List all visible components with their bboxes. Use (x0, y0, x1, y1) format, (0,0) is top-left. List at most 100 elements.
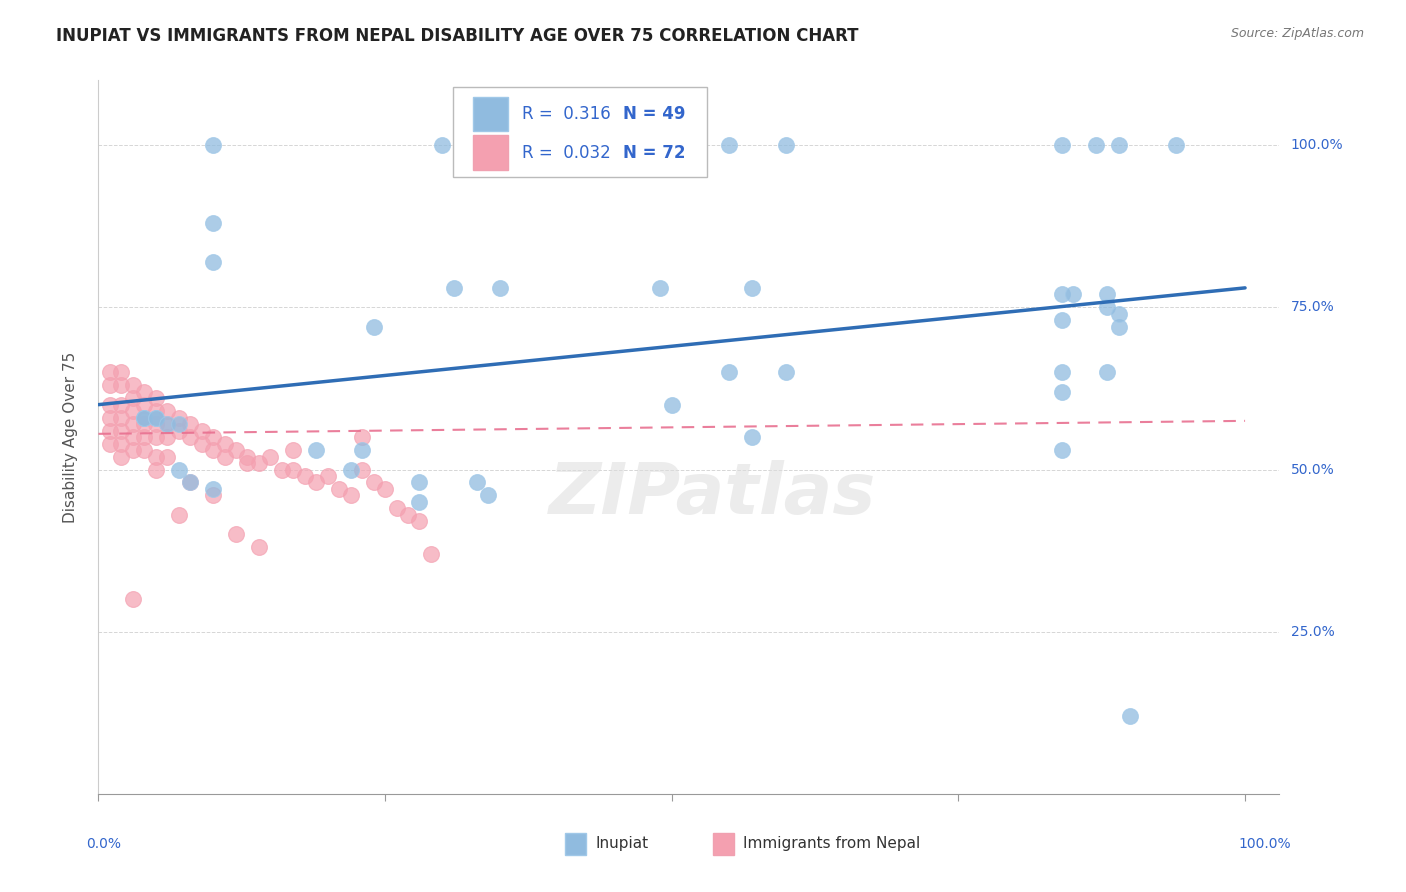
Point (1097, 287, 1119, 301)
Point (134, 443, 156, 458)
Point (283, 462, 305, 476)
Point (167, 424, 190, 438)
Point (661, 398, 683, 412)
Text: 50.0%: 50.0% (1291, 463, 1334, 476)
Point (110, 424, 132, 438)
Point (352, 443, 374, 458)
Point (134, 417, 156, 431)
Point (408, 495, 430, 509)
Text: ZIPatlas: ZIPatlas (548, 459, 876, 529)
Text: R =  0.032: R = 0.032 (523, 144, 612, 161)
Point (374, 482, 396, 496)
Point (1097, 301, 1119, 315)
FancyBboxPatch shape (472, 136, 508, 169)
Text: R =  0.316: R = 0.316 (523, 105, 612, 123)
Point (110, 436, 132, 450)
Point (179, 475, 201, 490)
Point (179, 475, 201, 490)
Point (305, 443, 328, 458)
Point (363, 475, 385, 490)
Point (1119, 709, 1142, 723)
Point (363, 319, 385, 334)
Point (167, 417, 190, 431)
Point (741, 281, 763, 295)
Point (156, 430, 179, 444)
Point (316, 469, 339, 483)
Text: Inupiat: Inupiat (596, 837, 648, 851)
Point (352, 462, 374, 476)
Text: 25.0%: 25.0% (1291, 624, 1334, 639)
Text: 100.0%: 100.0% (1239, 837, 1291, 851)
Point (1050, 313, 1073, 327)
Point (1050, 287, 1073, 301)
Point (775, 138, 797, 153)
Point (1108, 319, 1130, 334)
Text: N = 49: N = 49 (623, 105, 685, 123)
FancyBboxPatch shape (713, 833, 734, 855)
Point (432, 138, 454, 153)
Point (134, 410, 156, 425)
Point (110, 450, 132, 464)
Text: Source: ZipAtlas.com: Source: ZipAtlas.com (1230, 27, 1364, 40)
Point (305, 475, 328, 490)
Point (156, 450, 179, 464)
Point (156, 404, 179, 418)
Point (110, 398, 132, 412)
Point (1050, 384, 1073, 399)
Point (420, 547, 443, 561)
Point (167, 508, 190, 522)
Point (465, 138, 488, 153)
Point (225, 443, 247, 458)
Point (294, 469, 316, 483)
Point (110, 365, 132, 379)
Point (110, 378, 132, 392)
Text: Immigrants from Nepal: Immigrants from Nepal (744, 837, 921, 851)
Point (121, 592, 143, 607)
Point (741, 430, 763, 444)
Text: 100.0%: 100.0% (1291, 138, 1343, 153)
Point (98, 378, 121, 392)
Point (718, 365, 741, 379)
Point (98, 410, 121, 425)
Point (145, 462, 167, 476)
Point (134, 410, 156, 425)
Text: N = 72: N = 72 (623, 144, 685, 161)
Point (134, 398, 156, 412)
Text: 75.0%: 75.0% (1291, 301, 1334, 314)
Point (134, 384, 156, 399)
Point (214, 450, 236, 464)
Point (179, 430, 201, 444)
Point (1108, 138, 1130, 153)
Point (225, 527, 247, 541)
Point (167, 410, 190, 425)
Point (396, 508, 419, 522)
Point (202, 216, 225, 230)
Point (214, 436, 236, 450)
Point (98, 424, 121, 438)
Point (247, 541, 270, 555)
Point (259, 450, 281, 464)
Point (121, 443, 143, 458)
Point (156, 417, 179, 431)
Point (145, 450, 167, 464)
Point (202, 443, 225, 458)
Point (775, 365, 797, 379)
Point (1097, 365, 1119, 379)
Point (145, 410, 167, 425)
Point (134, 430, 156, 444)
Point (190, 424, 212, 438)
Point (477, 488, 499, 502)
Point (156, 417, 179, 431)
Point (339, 488, 361, 502)
Point (121, 417, 143, 431)
Point (167, 462, 190, 476)
Point (202, 138, 225, 153)
Point (145, 417, 167, 431)
Text: INUPIAT VS IMMIGRANTS FROM NEPAL DISABILITY AGE OVER 75 CORRELATION CHART: INUPIAT VS IMMIGRANTS FROM NEPAL DISABIL… (56, 27, 859, 45)
Point (236, 450, 259, 464)
Point (1050, 443, 1073, 458)
Point (202, 430, 225, 444)
Point (1062, 287, 1084, 301)
Point (145, 430, 167, 444)
Point (385, 501, 408, 516)
